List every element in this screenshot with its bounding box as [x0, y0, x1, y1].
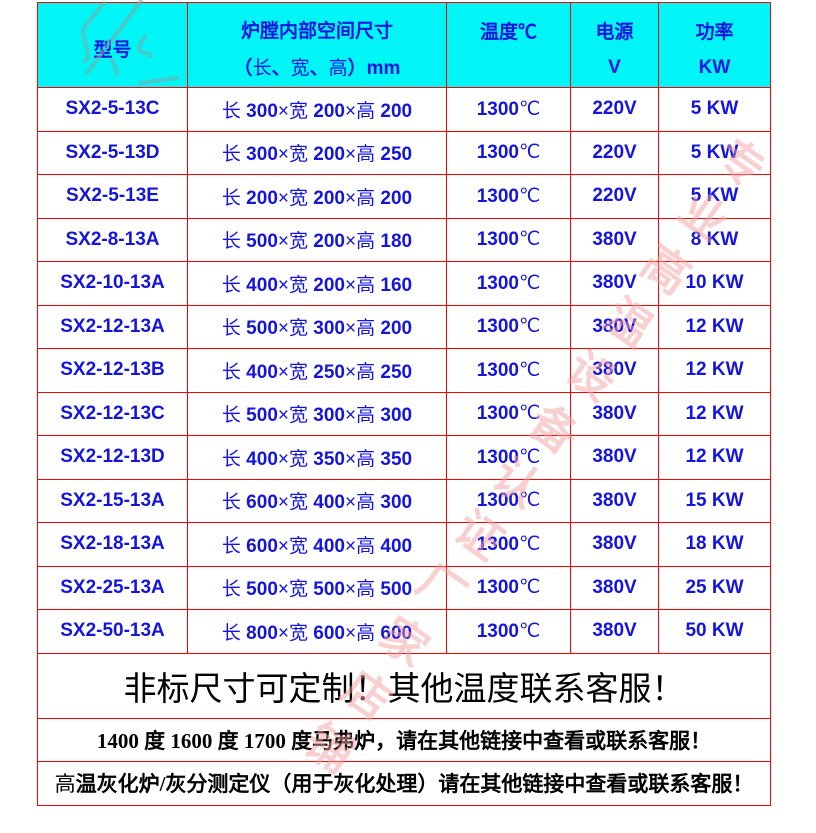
- svg-text:认: 认: [483, 449, 550, 517]
- svg-text:厂: 厂: [408, 555, 475, 623]
- svg-text:设: 设: [557, 342, 624, 410]
- svg-text:温: 温: [595, 289, 662, 357]
- svg-text:专: 专: [707, 130, 774, 198]
- svg-text:备: 备: [520, 395, 588, 464]
- svg-text:家: 家: [370, 608, 437, 676]
- svg-text:店: 店: [333, 661, 400, 729]
- svg-text:铺: 铺: [296, 714, 363, 782]
- svg-text:业: 业: [670, 183, 737, 251]
- svg-text:证: 证: [445, 502, 512, 570]
- svg-text:高: 高: [632, 236, 699, 304]
